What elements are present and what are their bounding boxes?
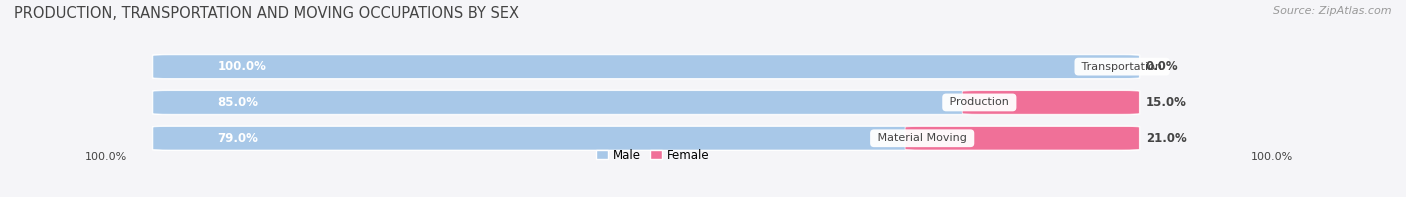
Text: Source: ZipAtlas.com: Source: ZipAtlas.com <box>1274 6 1392 16</box>
Text: 15.0%: 15.0% <box>1146 96 1187 109</box>
FancyBboxPatch shape <box>153 55 1139 78</box>
FancyBboxPatch shape <box>153 126 1139 150</box>
Text: 79.0%: 79.0% <box>218 132 259 145</box>
Text: 100.0%: 100.0% <box>84 152 127 162</box>
FancyBboxPatch shape <box>153 91 997 114</box>
FancyBboxPatch shape <box>905 126 1139 150</box>
Text: 0.0%: 0.0% <box>1146 60 1178 73</box>
FancyBboxPatch shape <box>153 55 1139 78</box>
FancyBboxPatch shape <box>962 91 1139 114</box>
FancyBboxPatch shape <box>153 91 1139 114</box>
Text: Transportation: Transportation <box>1078 62 1166 72</box>
Text: PRODUCTION, TRANSPORTATION AND MOVING OCCUPATIONS BY SEX: PRODUCTION, TRANSPORTATION AND MOVING OC… <box>14 6 519 21</box>
Text: 100.0%: 100.0% <box>218 60 267 73</box>
Legend: Male, Female: Male, Female <box>596 149 709 162</box>
Text: Material Moving: Material Moving <box>875 133 970 143</box>
Text: 100.0%: 100.0% <box>1251 152 1294 162</box>
FancyBboxPatch shape <box>153 126 939 150</box>
Text: 85.0%: 85.0% <box>218 96 259 109</box>
Text: Production: Production <box>946 98 1012 107</box>
Text: 21.0%: 21.0% <box>1146 132 1187 145</box>
